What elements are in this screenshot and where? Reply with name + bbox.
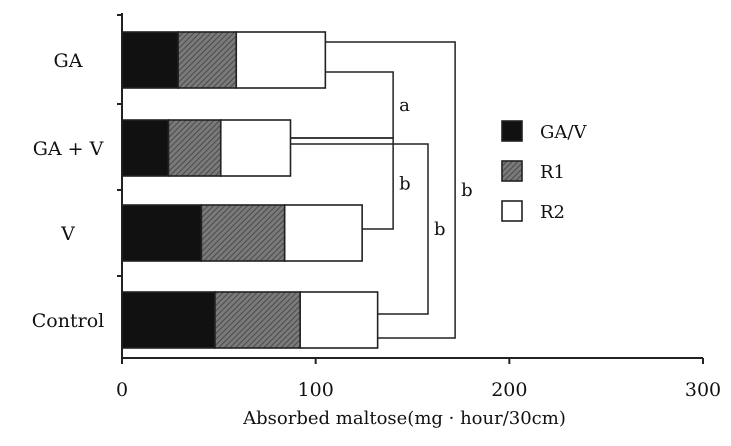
category-label: V: [60, 223, 75, 245]
bar-segment: [167, 119, 222, 177]
x-axis-title: Absorbed maltose(mg · hour/30cm): [242, 408, 566, 429]
bar-segment: [219, 119, 292, 177]
significance-label: b: [461, 180, 473, 201]
bar-segment: [177, 31, 238, 89]
bar-segment: [121, 291, 216, 349]
legend-label: R1: [540, 162, 565, 183]
bar-segment: [283, 204, 363, 262]
x-tick-label: 100: [298, 379, 334, 401]
significance-bracket: [290, 137, 394, 230]
bar-segment: [214, 291, 301, 349]
legend-swatch: [501, 120, 523, 142]
legend-label: GA/V: [540, 122, 587, 143]
significance-label: b: [399, 174, 411, 195]
bar-segment: [121, 119, 170, 177]
bar-segment: [235, 31, 327, 89]
x-tick-label: 0: [116, 379, 128, 401]
category-label: Control: [32, 310, 104, 332]
chart-marks: 0 100 200 300 Absorbed maltose(mg · hour/30c…: [32, 13, 721, 429]
bar-segment: [121, 204, 203, 262]
x-tick-label: 200: [491, 379, 527, 401]
x-tick-label: 300: [685, 379, 721, 401]
bar-segment: [121, 31, 179, 89]
category-label: GA + V: [33, 138, 104, 160]
bar-segment: [200, 204, 286, 262]
legend-swatch: [501, 160, 523, 182]
significance-bracket: [290, 143, 429, 315]
legend-swatch: [501, 200, 523, 222]
bar-segment: [299, 291, 379, 349]
significance-label: b: [434, 219, 446, 240]
significance-label: a: [399, 95, 410, 116]
legend-label: R2: [540, 202, 565, 223]
significance-bracket: [325, 41, 456, 339]
category-label: GA: [54, 50, 83, 72]
